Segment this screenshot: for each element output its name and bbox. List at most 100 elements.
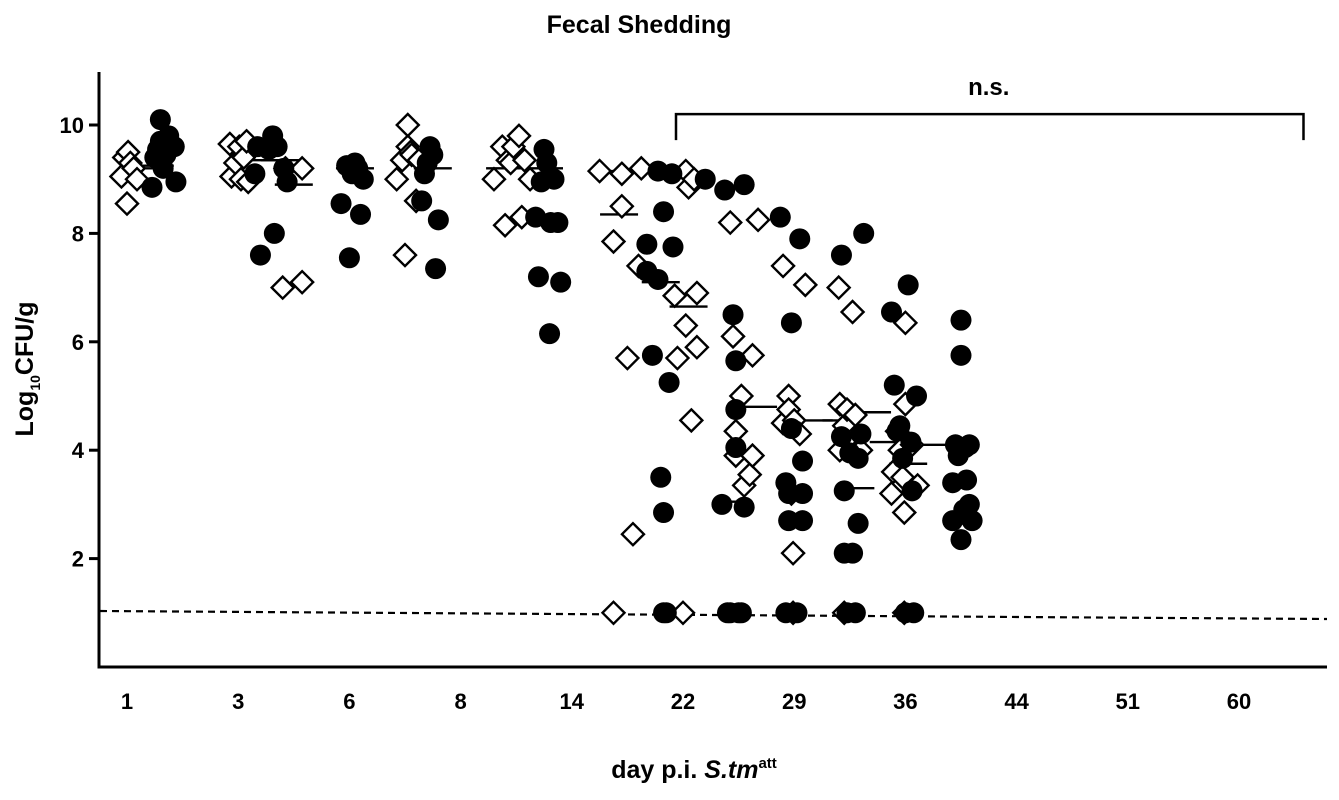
circle-point: [883, 374, 905, 396]
diamond-point: [492, 212, 518, 238]
axes: [97, 72, 1327, 669]
y-tick-label: 10: [60, 113, 84, 138]
x-tick-label: 6: [343, 689, 355, 714]
diamond-point: [720, 323, 746, 350]
x-axis-label: day p.i. S.tmatt: [611, 755, 777, 784]
circle-point: [411, 190, 433, 212]
diamond-point: [792, 272, 819, 298]
y-axis-label: Log10CFU/g: [11, 301, 43, 436]
diamond-point: [684, 280, 710, 306]
circle-point: [149, 109, 171, 131]
circle-point: [847, 447, 869, 469]
circle-point: [425, 258, 447, 280]
circle-point: [956, 469, 978, 491]
x-ticks: 1 3 6 8 14 22 29 36 44 51 60: [121, 689, 1251, 714]
circle-point: [847, 512, 869, 534]
circle-point: [641, 344, 663, 366]
circle-point: [536, 152, 558, 174]
circle-point: [842, 542, 864, 564]
diamond-point: [678, 407, 705, 434]
circle-point: [961, 510, 983, 532]
circle-point: [655, 602, 677, 624]
diamond-point: [745, 207, 771, 233]
diamond-point: [684, 334, 710, 360]
circle-point: [694, 168, 716, 190]
diamond-point: [395, 112, 421, 138]
y-tick-label: 6: [72, 330, 84, 355]
significance-bracket-line: [674, 112, 1305, 141]
x-tick-label: 60: [1227, 689, 1251, 714]
diamond-point: [609, 193, 635, 219]
circle-point: [636, 233, 658, 255]
circle-point: [249, 244, 271, 266]
diamond-point: [780, 540, 806, 566]
circle-point: [780, 312, 802, 334]
diamond-point: [289, 155, 315, 182]
x-tick-label: 22: [671, 689, 695, 714]
diamond-point: [600, 600, 627, 626]
circle-point: [647, 268, 669, 290]
x-tick-label: 36: [893, 689, 917, 714]
diamond-point: [614, 345, 641, 371]
diamond-point: [628, 155, 654, 182]
circle-point: [901, 480, 923, 502]
circle-point: [844, 602, 866, 624]
circle-point: [881, 301, 902, 323]
diamond-point: [737, 461, 763, 488]
circle-point: [547, 212, 569, 234]
diamond-point: [717, 209, 743, 236]
circle-point: [958, 434, 980, 456]
diamond-point: [269, 274, 296, 301]
circle-point: [422, 144, 444, 166]
circle-point: [730, 602, 752, 624]
circle-point: [527, 266, 549, 288]
circle-point: [263, 222, 285, 244]
circle-point: [830, 244, 852, 266]
circle-point: [733, 496, 755, 518]
y-tick-label: 2: [72, 547, 84, 572]
x-tick-label: 1: [121, 689, 133, 714]
diamond-point: [392, 242, 418, 268]
x-tick-label: 29: [782, 689, 806, 714]
x-tick-label: 51: [1116, 689, 1140, 714]
circle-point: [550, 271, 572, 293]
x-tick-label: 3: [232, 689, 244, 714]
circle-point: [780, 418, 802, 440]
diamond-point: [739, 342, 766, 369]
circle-point: [338, 247, 360, 269]
circle-point: [950, 344, 972, 366]
circle-point: [950, 529, 972, 551]
circle-point: [266, 136, 288, 158]
diamond-point: [506, 123, 532, 149]
circle-point: [786, 602, 808, 624]
y-tick-label: 8: [72, 221, 84, 246]
circle-point: [900, 431, 922, 453]
chart-title: Fecal Shedding: [547, 11, 732, 39]
circle-point: [427, 209, 449, 231]
diamond-point: [878, 480, 905, 507]
diamond-point: [511, 147, 538, 173]
diamond-point: [586, 158, 613, 184]
y-tick-label: 4: [72, 438, 85, 463]
circle-point: [958, 493, 980, 515]
circle-point: [543, 168, 565, 190]
circle-point: [850, 423, 872, 445]
diamond-point: [289, 269, 315, 295]
circle-point: [653, 201, 675, 223]
circle-point: [662, 236, 684, 258]
y-ticks: 2 4 6 8 10: [60, 113, 99, 572]
significance-label: n.s.: [968, 74, 1009, 101]
diamond-point: [600, 228, 627, 255]
circle-point: [722, 304, 744, 326]
circle-point: [661, 163, 683, 185]
circle-point: [889, 415, 911, 437]
circle-point: [892, 447, 914, 469]
diamond-point: [620, 521, 646, 547]
circle-point: [163, 136, 185, 158]
circle-point: [352, 168, 374, 190]
circle-point: [833, 480, 855, 502]
diamond-point: [664, 345, 691, 371]
circle-point: [792, 483, 814, 505]
x-tick-label: 14: [560, 689, 585, 714]
